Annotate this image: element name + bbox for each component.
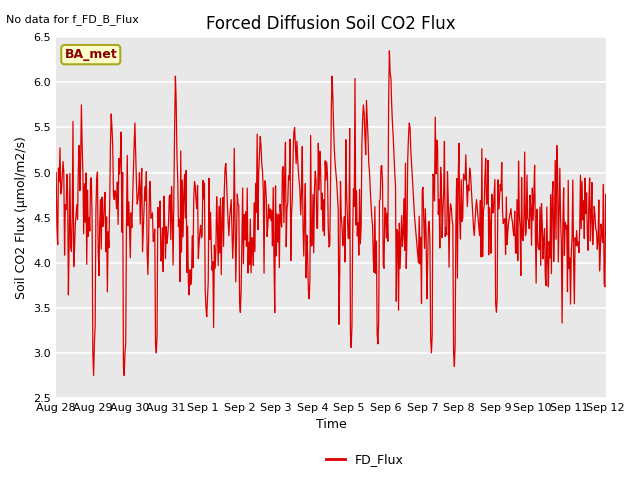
Title: Forced Diffusion Soil CO2 Flux: Forced Diffusion Soil CO2 Flux xyxy=(206,15,456,33)
Y-axis label: Soil CO2 Flux (μmol/m2/s): Soil CO2 Flux (μmol/m2/s) xyxy=(15,136,28,299)
Legend: FD_Flux: FD_Flux xyxy=(321,448,408,471)
X-axis label: Time: Time xyxy=(316,419,346,432)
Text: No data for f_FD_B_Flux: No data for f_FD_B_Flux xyxy=(6,14,140,25)
Text: BA_met: BA_met xyxy=(65,48,117,61)
